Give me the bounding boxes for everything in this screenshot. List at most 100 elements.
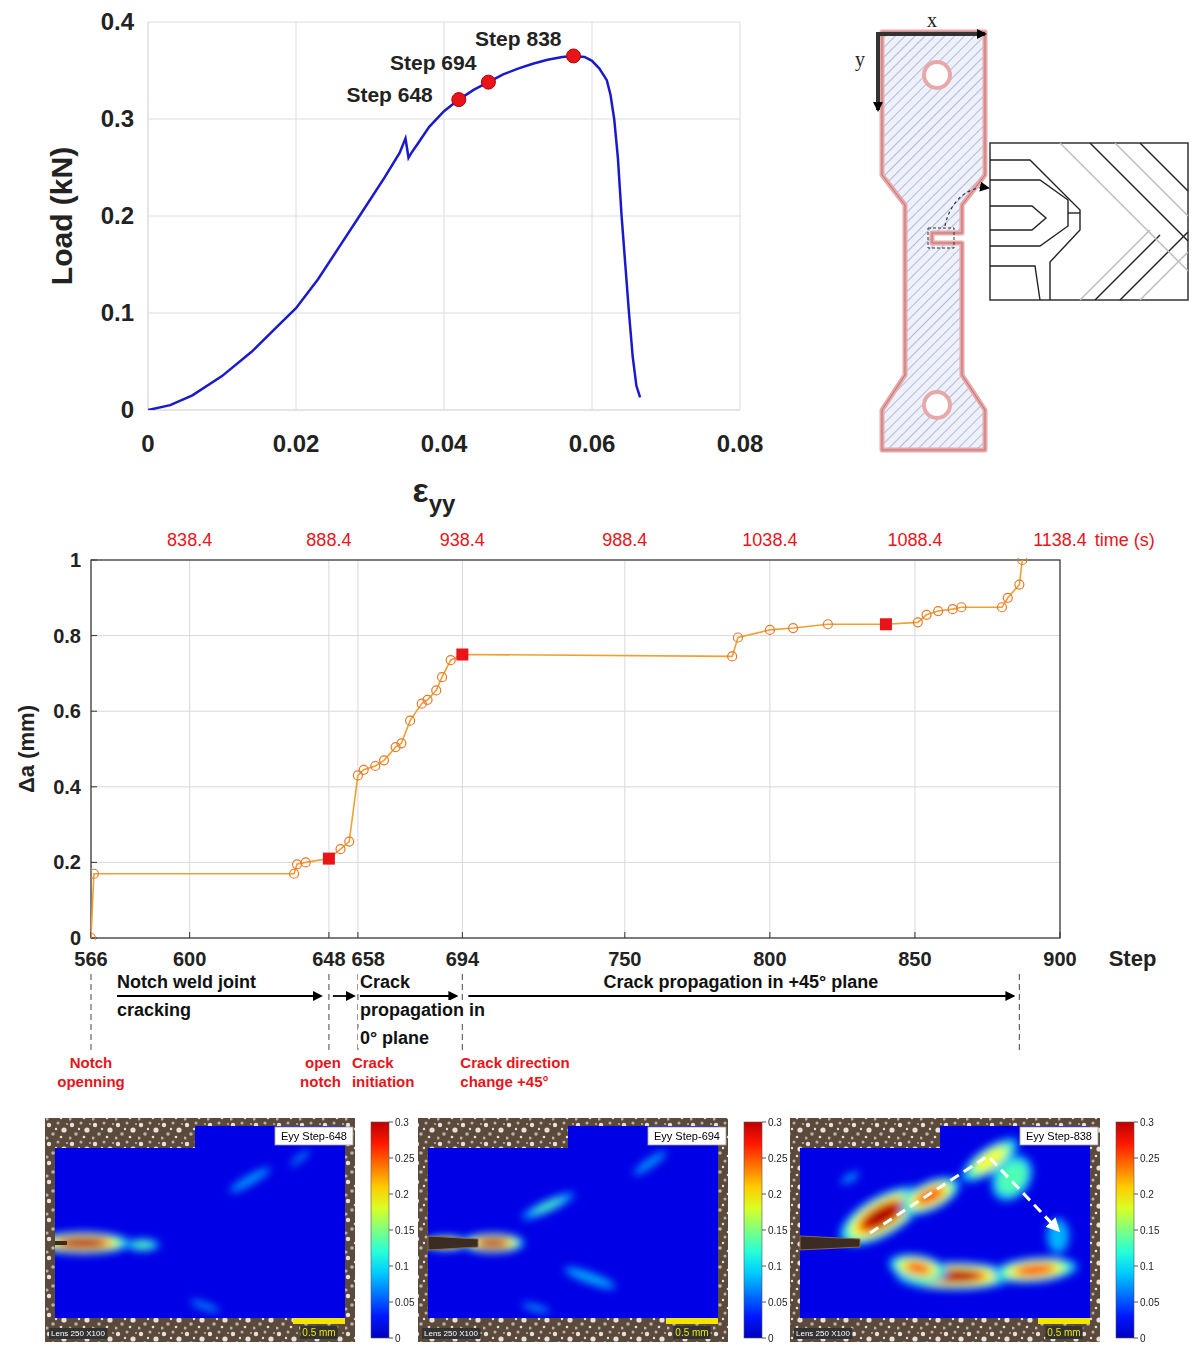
phase-arrow (468, 995, 1013, 997)
crack-point (823, 620, 832, 629)
strain-blob (480, 1239, 506, 1247)
panel-title: Eyy Step-838 (1026, 1130, 1092, 1142)
text-line: open (305, 1054, 341, 1071)
text-line: initiation (352, 1073, 415, 1090)
grid-line (148, 410, 740, 411)
colorbar-tick (1134, 1158, 1138, 1159)
lens-label: Lens 250 X100 (51, 1329, 105, 1338)
y-tick-label: 0 (70, 927, 81, 949)
crack-point (957, 603, 966, 612)
x-tick-label: 800 (753, 948, 786, 970)
crack-point (336, 845, 345, 854)
colorbar-tick-label: 0 (768, 1333, 774, 1344)
phase-arrow (333, 995, 354, 997)
grid-line (328, 560, 329, 938)
panel-title: Eyy Step-694 (654, 1130, 720, 1142)
colorbar-tick (389, 1230, 393, 1231)
label-patch (358, 972, 413, 992)
crack-point (789, 624, 798, 633)
label-patch (115, 972, 258, 992)
x-tick-label: 658 (352, 948, 385, 970)
axis-arrow (878, 32, 985, 36)
inset-line (990, 266, 1040, 300)
strain-blob (41, 1233, 124, 1252)
grid-line (357, 560, 358, 938)
scale-bar (666, 1318, 718, 1324)
strain-blob (48, 1235, 117, 1251)
tick-mark (189, 932, 190, 938)
phase-annotations: Notch weld jointcrackingCrackpropagation… (115, 972, 1013, 1048)
specimen-diagram: xy (855, 9, 1188, 450)
colorbar-tick-label: 0.1 (1140, 1261, 1154, 1272)
strain-blob (907, 1178, 954, 1213)
grid-line (91, 635, 1060, 636)
crack-point (733, 633, 742, 642)
lens-label: Lens 250 X100 (796, 1329, 850, 1338)
crack-point (1018, 558, 1027, 565)
colorbar-tick (389, 1302, 393, 1303)
scale-bar (293, 1318, 345, 1324)
title-box (275, 1127, 353, 1145)
x-tick-label: 600 (173, 948, 206, 970)
strain-blob (904, 1260, 931, 1275)
inset-line (1120, 232, 1188, 300)
x-tick-label: 0.02 (273, 430, 320, 457)
grid-line (148, 313, 740, 314)
strain-blob (853, 1192, 912, 1239)
x-tick-label: 0 (141, 430, 154, 457)
crack-point (948, 605, 957, 614)
y-tick-label: 0 (121, 396, 134, 423)
y-tick-label: 0.2 (53, 851, 81, 873)
text-line: change +45° (460, 1073, 548, 1090)
step-marker (323, 853, 335, 865)
tick-mark (91, 711, 97, 712)
strain-blob (190, 1298, 221, 1314)
inset-line (1090, 143, 1188, 241)
text-line: propagation in (360, 1000, 485, 1020)
crack-path-arrow (870, 1156, 1058, 1233)
text-part: ε (413, 471, 429, 509)
text-line: Notch weld joint (117, 972, 256, 992)
crack-point (345, 837, 354, 846)
axis-arrow (876, 32, 880, 110)
strain-blob (127, 1239, 160, 1251)
inset-line (1080, 230, 1150, 300)
colorbar-tick (762, 1230, 766, 1231)
crack-point (1015, 580, 1024, 589)
y-tick-label: 0.2 (101, 202, 134, 229)
crack-point (397, 739, 406, 748)
scale-bar-label: 0.5 mm (302, 1327, 335, 1338)
top-tick-label: 1038.4 (742, 530, 797, 550)
top-tick-label: 838.4 (167, 530, 212, 550)
event-line (328, 974, 329, 1052)
crack-point (728, 652, 737, 661)
step-annotation: Step 838 (475, 27, 562, 50)
crack-point (380, 756, 389, 765)
strain-blob (531, 1196, 564, 1216)
y-tick-label: 0.8 (53, 625, 81, 647)
crack-length-chart: 00.20.40.60.8156660064865869475080085090… (14, 530, 1156, 1090)
colorbar-tick-label: 0.3 (395, 1117, 409, 1128)
plot-area (91, 558, 1027, 940)
tick-mark (328, 932, 329, 938)
y-tick-label: 0.4 (53, 776, 82, 798)
colorbar-tick (1134, 1266, 1138, 1267)
y-tick-label: 0.1 (101, 299, 134, 326)
strain-blobs (35, 1148, 310, 1313)
event-label: Crackinitiation (352, 1054, 415, 1090)
text-line: 0° plane (360, 1028, 429, 1048)
strain-blob (228, 1165, 272, 1195)
title-box (1020, 1127, 1098, 1145)
grid-line (91, 862, 1060, 863)
strain-blob (289, 1148, 310, 1167)
colorbar-tick (762, 1122, 766, 1123)
colorbar-tick-label: 0.1 (768, 1261, 782, 1272)
strain-map-panel: Eyy Step-648Lens 250 X1000.5 mm00.050.10… (35, 1117, 415, 1344)
colorbar-tick-label: 0 (1140, 1333, 1146, 1344)
crack-point (353, 771, 362, 780)
grid-line (624, 560, 625, 938)
strain-blob (520, 1189, 577, 1223)
colorbar-tick (1134, 1230, 1138, 1231)
axis-label: y (855, 48, 865, 71)
zoom-box (928, 228, 954, 248)
